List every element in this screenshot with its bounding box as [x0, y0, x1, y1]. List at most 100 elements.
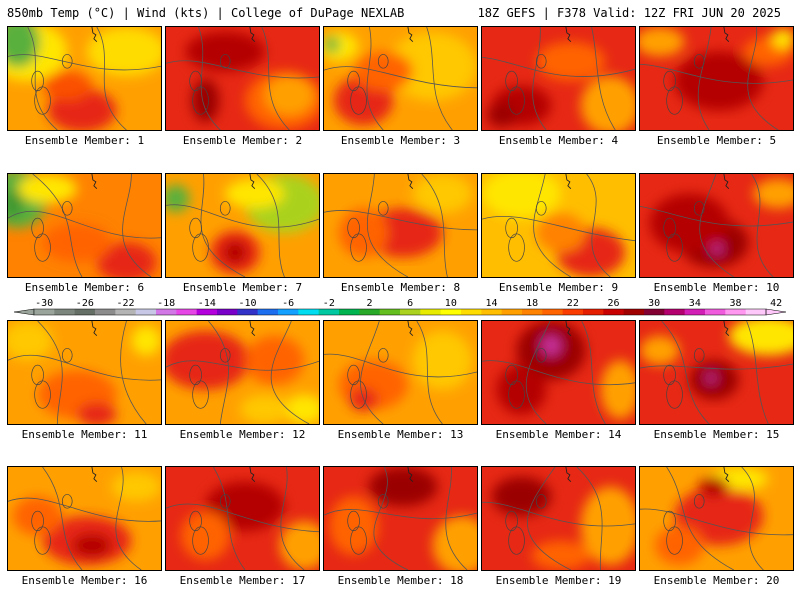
- member-label: Ensemble Member: 18: [337, 574, 464, 587]
- colorbar-swatch: [420, 309, 442, 315]
- member-label: Ensemble Member: 1: [24, 134, 145, 147]
- colorbar-tick-label: 14: [485, 298, 497, 309]
- temperature-region: [640, 335, 680, 366]
- temperature-map: [7, 466, 162, 571]
- colorbar-swatch: [196, 309, 218, 315]
- coastline: [249, 321, 256, 337]
- temperature-region: [42, 223, 112, 263]
- coastline: [407, 27, 414, 43]
- terrain-contour: [31, 217, 44, 239]
- contour-line: [280, 467, 305, 570]
- temperature-map: [165, 173, 320, 278]
- temperature-region: [12, 496, 63, 536]
- coastline: [91, 174, 98, 190]
- temperature-map: [165, 26, 320, 131]
- contour-line: [747, 27, 779, 130]
- colorbar-swatch: [95, 309, 116, 315]
- contour-line: [526, 467, 572, 570]
- member-label: Ensemble Member: 4: [498, 134, 619, 147]
- colorbar-tick-label: -6: [282, 298, 294, 309]
- coastline: [723, 321, 730, 337]
- temperature-region: [264, 76, 315, 116]
- temperature-region: [240, 394, 290, 424]
- contour-line: [699, 174, 734, 277]
- temperature-map: [7, 320, 162, 425]
- colorbar-swatch: [481, 309, 503, 315]
- contour-line: [482, 216, 635, 242]
- terrain-contour: [377, 201, 389, 216]
- colorbar-tick-label: -18: [157, 298, 175, 309]
- temperature-region: [432, 516, 477, 570]
- map-field: [482, 321, 635, 424]
- contour-line: [416, 321, 443, 424]
- model-run-valid-time: 18Z GEFS | F378 Valid: 12Z FRI JUN 20 20…: [477, 6, 781, 20]
- map-field: [8, 174, 161, 277]
- temperature-region: [353, 51, 413, 91]
- coastline: [91, 321, 98, 337]
- contour-line: [666, 467, 734, 570]
- coastline: [249, 467, 256, 483]
- temperature-region: [180, 511, 231, 561]
- contour-line: [8, 210, 161, 239]
- temperature-region: [654, 525, 705, 566]
- temperature-region: [86, 27, 161, 77]
- member-label: Ensemble Member: 5: [656, 134, 777, 147]
- temperature-region: [191, 78, 220, 123]
- terrain-contour: [61, 348, 73, 363]
- colorbar-swatch: [176, 309, 198, 315]
- temperature-region: [324, 36, 340, 53]
- terrain-contour: [219, 201, 231, 216]
- terrain-contour: [693, 494, 705, 509]
- terrain-contour: [219, 54, 231, 69]
- contour-line: [366, 174, 409, 277]
- temperature-region: [640, 27, 685, 57]
- colorbar-tick-label: 38: [729, 298, 741, 309]
- colorbar-swatch: [684, 309, 706, 315]
- coastline: [407, 321, 414, 337]
- contour-line: [751, 174, 774, 277]
- temperature-map: [639, 320, 794, 425]
- terrain-contour: [31, 70, 44, 92]
- contour-line: [213, 467, 246, 570]
- temperature-region: [72, 533, 112, 558]
- map-field: [166, 174, 319, 277]
- colorbar-swatch: [359, 309, 381, 315]
- contour-line: [324, 353, 477, 378]
- colorbar-swatch: [339, 309, 360, 315]
- colorbar-swatch: [217, 309, 238, 315]
- contour-line: [324, 66, 477, 89]
- temperature-region: [205, 481, 285, 531]
- map-field: [324, 321, 477, 424]
- temperature-region: [412, 330, 473, 390]
- map-field: [8, 321, 161, 424]
- colorbar-swatch: [379, 309, 401, 315]
- terrain-contour: [693, 54, 705, 69]
- map-field: [482, 467, 635, 570]
- temperature-map: [481, 173, 636, 278]
- contour-line: [32, 174, 83, 277]
- temperature-region: [96, 242, 157, 277]
- member-label: Ensemble Member: 6: [24, 281, 145, 294]
- temperature-region: [8, 188, 23, 219]
- colorbar-tick-label: -10: [238, 298, 256, 309]
- coastline: [723, 27, 730, 43]
- contour-line: [482, 501, 635, 527]
- map-field: [640, 467, 793, 570]
- member-label: Ensemble Member: 9: [498, 281, 619, 294]
- map-field: [324, 467, 477, 570]
- colorbar-tick-label: 18: [526, 298, 538, 309]
- temperature-region: [753, 178, 793, 209]
- temperature-map: [481, 466, 636, 571]
- member-label: Ensemble Member: 14: [495, 428, 622, 441]
- colorbar-swatch: [115, 309, 137, 315]
- terrain-contour: [505, 364, 518, 386]
- terrain-contour: [347, 510, 360, 532]
- temperature-region: [244, 335, 305, 385]
- colorbar-left-arrow: [13, 308, 35, 316]
- coastline: [91, 467, 98, 483]
- member-label: Ensemble Member: 17: [179, 574, 306, 587]
- terrain-contour: [505, 70, 518, 92]
- contour-line: [591, 27, 616, 130]
- map-header: 850mb Temp (°C) | Wind (kts) | College o…: [0, 6, 800, 22]
- colorbar-graphic: -30 -26 -22 -18 -14 -10 -6 -2 2 6 10 14 18 22 26 30 34 38…: [13, 298, 787, 316]
